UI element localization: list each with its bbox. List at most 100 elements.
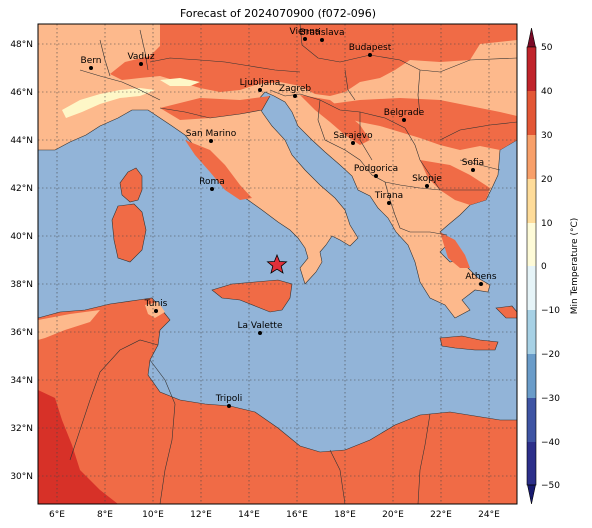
colorbar-segment: [527, 135, 536, 179]
city-dot: [89, 66, 93, 70]
corsica: [119, 167, 143, 203]
lon-label: 8°E: [97, 510, 113, 520]
band-north: [110, 24, 517, 96]
city-dot: [320, 38, 324, 42]
city-dot: [210, 187, 214, 191]
city-label: Zagreb: [279, 84, 311, 94]
italy-coast: [159, 95, 271, 119]
lat-label: 46°N: [10, 88, 33, 98]
band-greece: [440, 232, 470, 268]
colorbar-tick: 30: [541, 131, 553, 141]
city-dot: [479, 282, 483, 286]
colorbar-segment: [527, 91, 536, 135]
band-italy-west: [185, 140, 252, 200]
lat-label: 48°N: [10, 40, 33, 50]
colorbar-tick: −20: [541, 350, 560, 360]
city-label: Budapest: [349, 43, 392, 53]
city-label: Roma: [199, 177, 225, 187]
lon-label: 16°E: [286, 510, 308, 520]
colorbar-tick: 20: [541, 175, 553, 185]
colorbar-tick: −10: [541, 306, 560, 316]
colorbar-tick: −40: [541, 438, 560, 448]
band-carpathian: [330, 98, 517, 150]
band-alps-cold-2: [160, 78, 200, 86]
colorbar-tick: −50: [541, 481, 560, 491]
colorbar-segment: [527, 442, 536, 485]
city-label: Skopje: [412, 174, 442, 184]
city-dot: [402, 118, 406, 122]
map-area: [38, 24, 517, 504]
lon-label: 12°E: [190, 510, 212, 520]
crete: [439, 335, 499, 351]
lon-label: 10°E: [142, 510, 164, 520]
graticule: [38, 24, 517, 504]
lon-label: 6°E: [49, 510, 65, 520]
lon-label: 24°E: [478, 510, 500, 520]
city-label: Vienna: [290, 27, 321, 37]
lon-label: 18°E: [334, 510, 356, 520]
colorbar-segment: [527, 310, 536, 354]
city-label: Tripoli: [215, 394, 243, 404]
city-dot: [227, 404, 231, 408]
city-dot: [139, 62, 143, 66]
city-dot: [258, 331, 262, 335]
city-label: Tirana: [374, 191, 403, 201]
colorbar-segment: [527, 223, 536, 266]
city-dot: [154, 309, 158, 313]
lon-labels: 6°E 8°E 10°E 12°E 14°E 16°E 18°E 20°E 22…: [49, 510, 500, 520]
band-po-valley: [160, 96, 270, 120]
colorbar-segment: [527, 47, 536, 91]
colorbar-tick: −30: [541, 394, 560, 404]
lat-label: 34°N: [10, 376, 33, 386]
lon-label: 14°E: [238, 510, 260, 520]
city-label: San Marino: [186, 129, 237, 139]
city-label: Athens: [465, 272, 496, 282]
lat-labels: 48°N 46°N 44°N 42°N 40°N 38°N 36°N 34°N …: [10, 40, 33, 482]
city-dot: [425, 184, 429, 188]
city-label: Bern: [81, 56, 102, 66]
colorbar: 50 40 30 20 10 0 −10 −20 −30 −40 −50 Min…: [526, 27, 580, 505]
city-label: Sarajevo: [333, 131, 373, 141]
city-dot: [387, 201, 391, 205]
city-dot: [374, 174, 378, 178]
city-label: Podgorica: [354, 164, 398, 174]
colorbar-label: Min Temperature (°C): [570, 218, 580, 315]
band-balkan-hot: [420, 160, 490, 205]
colorbar-top-extension: [527, 27, 536, 48]
city-label: Bratislava: [300, 28, 345, 38]
colorbar-segment: [527, 398, 536, 442]
lat-label: 40°N: [10, 232, 33, 242]
star-icon: [266, 253, 288, 274]
colorbar-tick: 40: [541, 87, 553, 97]
city-label: La Valette: [238, 321, 283, 331]
sardinia: [111, 203, 147, 263]
colorbar-segment: [527, 354, 536, 398]
map-frame: [37, 23, 518, 505]
map-title: Forecast of 2024070900 (f072-096): [180, 7, 376, 20]
city-dot: [293, 94, 297, 98]
lon-label: 22°E: [430, 510, 452, 520]
city-dot: [471, 168, 475, 172]
lon-label: 20°E: [382, 510, 404, 520]
lat-label: 42°N: [10, 184, 33, 194]
lat-label: 38°N: [10, 280, 33, 290]
lat-label: 32°N: [10, 424, 33, 434]
band-sahara-hot: [38, 390, 118, 504]
city-dot: [351, 141, 355, 145]
city-dot: [368, 53, 372, 57]
colorbar-tick: 50: [541, 43, 553, 53]
lat-label: 44°N: [10, 136, 33, 146]
band-alps-cold: [62, 88, 155, 118]
city-label: Ljubljana: [240, 78, 281, 88]
sicily: [211, 279, 293, 313]
city-dot: [209, 139, 213, 143]
city-dot: [258, 88, 262, 92]
lat-label: 36°N: [10, 328, 33, 338]
city-dot: [303, 37, 307, 41]
colorbar-tick: 10: [541, 219, 553, 229]
colorbar-segment: [527, 266, 536, 310]
borders: [69, 24, 517, 504]
lat-label: 30°N: [10, 472, 33, 482]
colorbar-bottom-extension: [527, 484, 536, 505]
city-label: Tunis: [144, 299, 168, 309]
